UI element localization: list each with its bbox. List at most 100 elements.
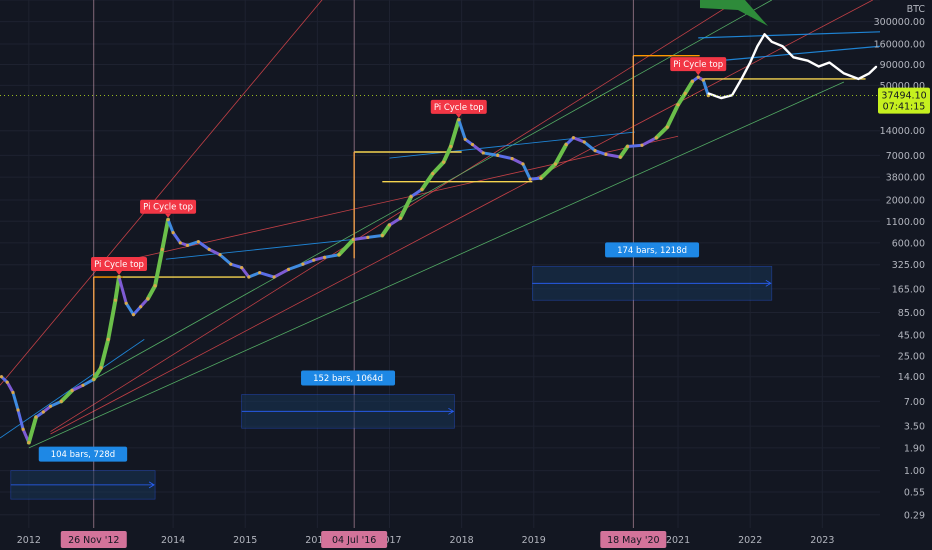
price-point <box>27 441 31 445</box>
price-point <box>272 275 276 279</box>
price-point <box>553 162 558 166</box>
price-segment <box>5 380 15 394</box>
price-segment <box>26 415 39 445</box>
trendline-green-high <box>93 0 772 380</box>
range-label-badge <box>605 242 700 258</box>
price-point <box>48 404 53 408</box>
trendline-green-low <box>28 81 845 449</box>
price-segment <box>626 143 644 148</box>
price-segment <box>131 305 143 317</box>
price-segment <box>604 152 622 159</box>
price-segment <box>70 383 85 393</box>
price-segment <box>113 275 122 303</box>
price-segment <box>571 136 586 144</box>
price-point <box>409 195 413 199</box>
range-arrow-head <box>765 279 772 287</box>
price-segment <box>160 217 171 252</box>
price-segment <box>701 78 710 98</box>
green-arrow-shape <box>700 0 768 26</box>
y-tick-label: 300000.00 <box>874 17 925 28</box>
price-point <box>166 218 170 222</box>
price-segment <box>106 298 118 342</box>
price-segment <box>409 187 424 199</box>
y-tick-label: 25.00 <box>898 352 925 363</box>
y-tick-label: 45.00 <box>898 331 925 342</box>
price-point <box>81 383 85 387</box>
price-point <box>139 305 143 309</box>
y-tick-label: 1.90 <box>904 443 925 454</box>
price-point <box>665 125 669 129</box>
price-point <box>0 375 4 379</box>
pi-cycle-label: Pi Cycle top <box>434 103 484 113</box>
price-segment <box>593 149 608 156</box>
price-segment <box>388 216 402 227</box>
pi-cycle-badge-pointer <box>455 113 462 118</box>
price-segment <box>366 233 384 239</box>
projection-point <box>781 45 784 48</box>
x-axis-background <box>0 528 932 550</box>
price-segment <box>124 301 135 317</box>
y-tick-label: 0.29 <box>904 510 925 521</box>
y-tick-label: 0.55 <box>904 487 925 498</box>
price-segment <box>398 194 414 221</box>
price-segment <box>207 247 222 257</box>
price-segment <box>301 258 316 266</box>
price-segment <box>496 153 514 161</box>
price-point <box>5 380 9 384</box>
price-point <box>496 153 500 158</box>
pi-cycle-label: Pi Cycle top <box>143 203 193 213</box>
price-point <box>207 247 211 251</box>
price-point <box>640 143 644 147</box>
price-point <box>618 155 622 159</box>
price-segment <box>683 79 695 96</box>
price-point <box>625 144 630 149</box>
projection-point <box>740 78 743 80</box>
y-tick-label: 325.00 <box>892 260 925 271</box>
price-segment <box>521 162 532 181</box>
price-segment <box>582 140 597 153</box>
price-point <box>21 427 25 431</box>
projection-point <box>875 65 878 68</box>
price-segment <box>229 262 244 270</box>
projection-point <box>707 92 710 95</box>
price-point <box>510 156 514 161</box>
price-point <box>286 267 291 271</box>
price-segment <box>618 144 630 159</box>
projection-point <box>756 45 759 48</box>
price-point <box>683 91 687 95</box>
price-segment <box>171 231 182 245</box>
price-segment <box>196 240 211 251</box>
price-point <box>113 298 118 302</box>
price-segment <box>448 117 461 149</box>
price-segment <box>351 235 370 241</box>
y-tick-label: 50000.00 <box>880 81 925 92</box>
halving-label: 26 Nov '12 <box>68 535 119 546</box>
x-tick-label: 2012 <box>17 535 41 546</box>
price-point <box>539 176 543 180</box>
projection-point <box>817 65 820 68</box>
pi-cycle-badge-pointer <box>116 271 123 276</box>
price-point <box>92 377 96 381</box>
x-tick-label: 2018 <box>450 535 474 546</box>
price-segment <box>470 143 485 155</box>
price-point <box>117 275 121 279</box>
price-segment <box>419 171 435 192</box>
pi-cycle-label: Pi Cycle top <box>673 60 723 70</box>
y-tick-label: 165.00 <box>892 284 925 295</box>
x-tick-label: 2016 <box>305 535 329 546</box>
price-segment <box>481 151 500 157</box>
price-point <box>185 243 190 247</box>
y-tick-label: 90000.00 <box>880 60 925 71</box>
price-point <box>449 144 453 149</box>
price-segment <box>59 388 75 404</box>
halving-label: 04 Jul '16 <box>332 535 376 546</box>
price-point <box>153 284 157 288</box>
price-point <box>240 265 244 270</box>
trendline-red-mid <box>50 0 739 432</box>
price-point <box>99 366 103 370</box>
price-segment <box>16 408 25 431</box>
y-tick-label: 600.00 <box>892 238 925 249</box>
projection-point <box>720 97 723 99</box>
